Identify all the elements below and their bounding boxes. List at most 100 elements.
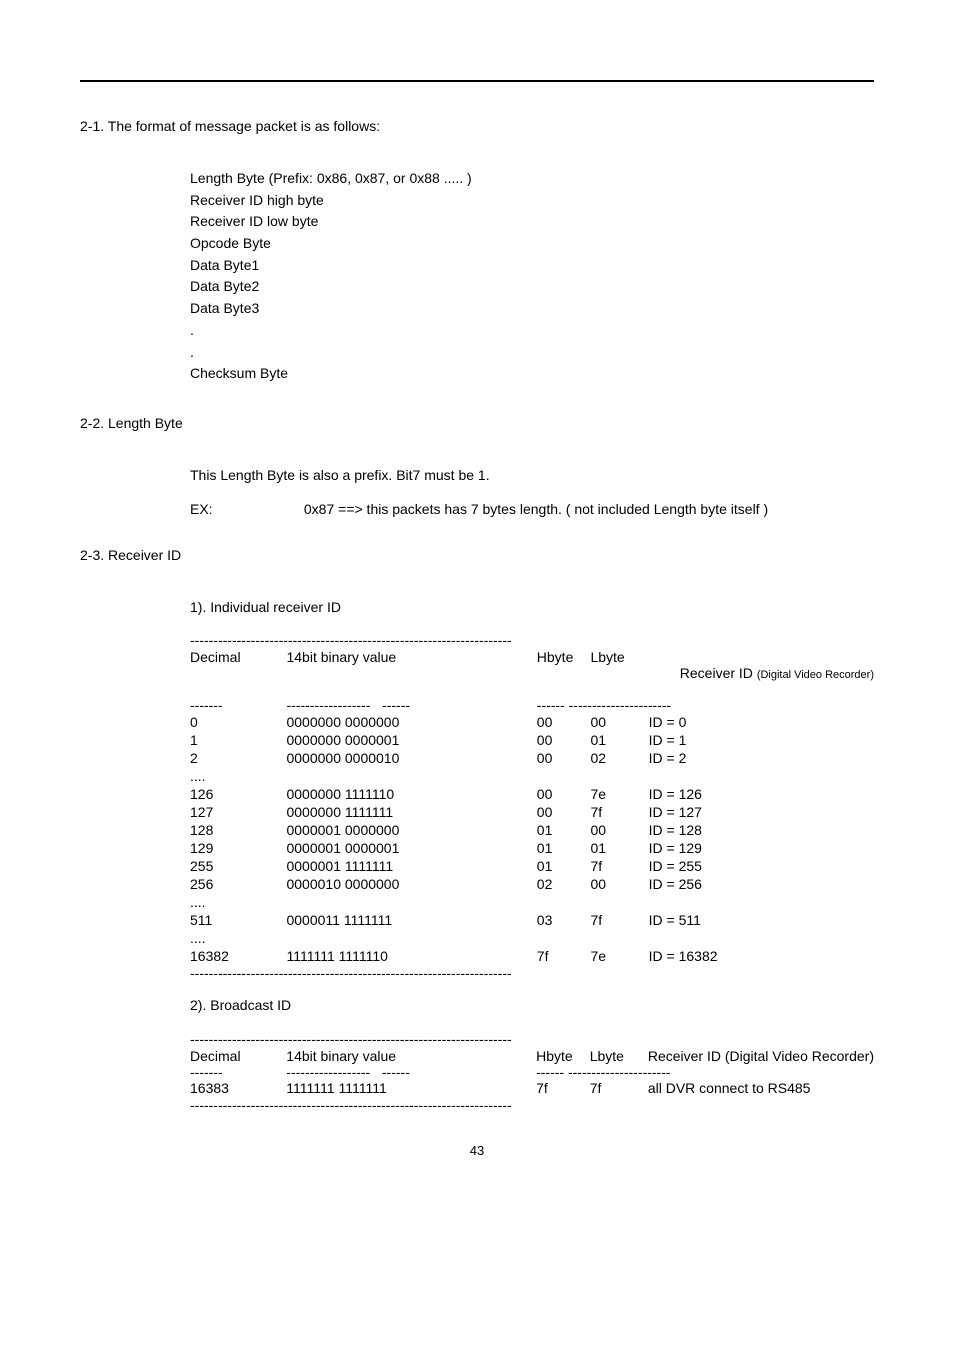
table-header: Decimal 14bit binary value Hbyte Lbyte R… bbox=[190, 1047, 874, 1065]
line: Opcode Byte bbox=[190, 233, 874, 255]
dash: ------- bbox=[190, 698, 286, 713]
cell-bin: 0000010 0000000 bbox=[286, 875, 536, 893]
table-row: .... bbox=[190, 893, 874, 911]
cell-lb: 7e bbox=[590, 947, 648, 965]
cell-lb: 7f bbox=[590, 911, 648, 929]
cell-bin: 0000000 1111110 bbox=[286, 785, 536, 803]
col-binary: 14bit binary value bbox=[286, 1047, 536, 1065]
cell-rid: ID = 127 bbox=[649, 803, 874, 821]
cell-dec: 16383 bbox=[190, 1079, 286, 1097]
cell-bin: 0000000 1111111 bbox=[286, 803, 536, 821]
cell-lb: 7e bbox=[590, 785, 648, 803]
cell-rid: all DVR connect to RS485 bbox=[648, 1079, 874, 1097]
sub-dash-row: ------- ------------------ ------ ------… bbox=[190, 698, 874, 713]
top-rule bbox=[80, 80, 874, 82]
line: . bbox=[190, 342, 874, 364]
cell-dec: 16382 bbox=[190, 947, 286, 965]
table-row: 5110000011 1111111037fID = 511 bbox=[190, 911, 874, 929]
cell-hb bbox=[537, 929, 591, 947]
cell-bin: 0000000 0000001 bbox=[286, 731, 536, 749]
cell-dec: 126 bbox=[190, 785, 286, 803]
cell-lb: 02 bbox=[590, 749, 648, 767]
cell-lb bbox=[590, 767, 648, 785]
cell-hb: 03 bbox=[537, 911, 591, 929]
heading-2-1: 2-1. The format of message packet is as … bbox=[80, 118, 874, 134]
page-number: 43 bbox=[80, 1143, 874, 1158]
line: Data Byte2 bbox=[190, 276, 874, 298]
cell-lb bbox=[590, 893, 648, 911]
cell-rid: ID = 16382 bbox=[649, 947, 874, 965]
cell-dec: .... bbox=[190, 767, 286, 785]
sub-2: 2). Broadcast ID bbox=[190, 995, 874, 1017]
dash: ------ ---------------------- bbox=[536, 1065, 874, 1080]
table-row: 2560000010 00000000200ID = 256 bbox=[190, 875, 874, 893]
line: Data Byte1 bbox=[190, 255, 874, 277]
cell-bin bbox=[286, 893, 536, 911]
cell-hb: 00 bbox=[537, 731, 591, 749]
sub-dash-row: ------- ------------------ ------ ------… bbox=[190, 1065, 874, 1080]
line: Receiver ID high byte bbox=[190, 190, 874, 212]
cell-lb: 00 bbox=[590, 821, 648, 839]
cell-hb: 00 bbox=[537, 785, 591, 803]
packet-format-block: Length Byte (Prefix: 0x86, 0x87, or 0x88… bbox=[190, 168, 874, 385]
cell-bin: 1111111 1111111 bbox=[286, 1079, 536, 1097]
dash-line: ----------------------------------------… bbox=[190, 965, 874, 981]
cell-bin: 0000011 1111111 bbox=[286, 911, 536, 929]
table-row: 16383 1111111 1111111 7f 7f all DVR conn… bbox=[190, 1079, 874, 1097]
cell-bin: 0000000 0000000 bbox=[286, 713, 536, 731]
receiver-id-table-1: Decimal 14bit binary value Hbyte Lbyte R… bbox=[190, 648, 874, 965]
table-header: Decimal 14bit binary value Hbyte Lbyte R… bbox=[190, 648, 874, 698]
col-hbyte: Hbyte bbox=[536, 1047, 590, 1065]
cell-bin: 0000001 1111111 bbox=[286, 857, 536, 875]
rid-sub: (Digital Video Recorder) bbox=[757, 669, 874, 681]
cell-hb: 00 bbox=[537, 749, 591, 767]
cell-rid: ID = 0 bbox=[649, 713, 874, 731]
cell-rid: ID = 126 bbox=[649, 785, 874, 803]
ex-line: EX: 0x87 ==> this packets has 7 bytes le… bbox=[190, 501, 874, 517]
cell-dec: 255 bbox=[190, 857, 286, 875]
cell-rid bbox=[649, 767, 874, 785]
col-lbyte: Lbyte bbox=[590, 1047, 648, 1065]
receiver-id-table-2: Decimal 14bit binary value Hbyte Lbyte R… bbox=[190, 1047, 874, 1098]
col-decimal: Decimal bbox=[190, 1047, 286, 1065]
cell-bin: 0000001 0000000 bbox=[286, 821, 536, 839]
dash: ------------------ ------ bbox=[286, 1065, 536, 1080]
table-row: 1260000000 1111110007eID = 126 bbox=[190, 785, 874, 803]
page: 2-1. The format of message packet is as … bbox=[0, 0, 954, 1198]
cell-rid: ID = 255 bbox=[649, 857, 874, 875]
col-lbyte: Lbyte bbox=[590, 648, 648, 698]
cell-dec: 0 bbox=[190, 713, 286, 731]
dash-line: ----------------------------------------… bbox=[190, 1097, 874, 1113]
dash: ------- bbox=[190, 1065, 286, 1080]
sub-1: 1). Individual receiver ID bbox=[190, 597, 874, 619]
cell-dec: 129 bbox=[190, 839, 286, 857]
cell-lb: 01 bbox=[590, 731, 648, 749]
cell-lb bbox=[590, 929, 648, 947]
col-receiver-id: Receiver ID (Digital Video Recorder) bbox=[649, 648, 874, 698]
cell-hb: 01 bbox=[537, 839, 591, 857]
cell-lb: 7f bbox=[590, 1079, 648, 1097]
heading-2-3: 2-3. Receiver ID bbox=[80, 547, 874, 563]
table-row: 10000000 00000010001ID = 1 bbox=[190, 731, 874, 749]
dash: ------------------ ------ bbox=[286, 698, 536, 713]
cell-rid bbox=[649, 929, 874, 947]
length-byte-text: This Length Byte is also a prefix. Bit7 … bbox=[190, 465, 874, 487]
cell-dec: 128 bbox=[190, 821, 286, 839]
dash: ------ ---------------------- bbox=[537, 698, 874, 713]
table-row: 2550000001 1111111017fID = 255 bbox=[190, 857, 874, 875]
cell-lb: 00 bbox=[590, 875, 648, 893]
cell-hb bbox=[537, 767, 591, 785]
cell-dec: .... bbox=[190, 929, 286, 947]
cell-hb: 7f bbox=[536, 1079, 590, 1097]
col-binary: 14bit binary value bbox=[286, 648, 536, 698]
cell-bin bbox=[286, 929, 536, 947]
cell-bin: 0000000 0000010 bbox=[286, 749, 536, 767]
dash-line: ----------------------------------------… bbox=[190, 632, 874, 648]
cell-rid: ID = 1 bbox=[649, 731, 874, 749]
table-row: .... bbox=[190, 767, 874, 785]
ex-text: 0x87 ==> this packets has 7 bytes length… bbox=[304, 501, 768, 517]
table-row: 1280000001 00000000100ID = 128 bbox=[190, 821, 874, 839]
ex-label: EX: bbox=[190, 501, 300, 517]
heading-2-2: 2-2. Length Byte bbox=[80, 415, 874, 431]
cell-dec: 511 bbox=[190, 911, 286, 929]
